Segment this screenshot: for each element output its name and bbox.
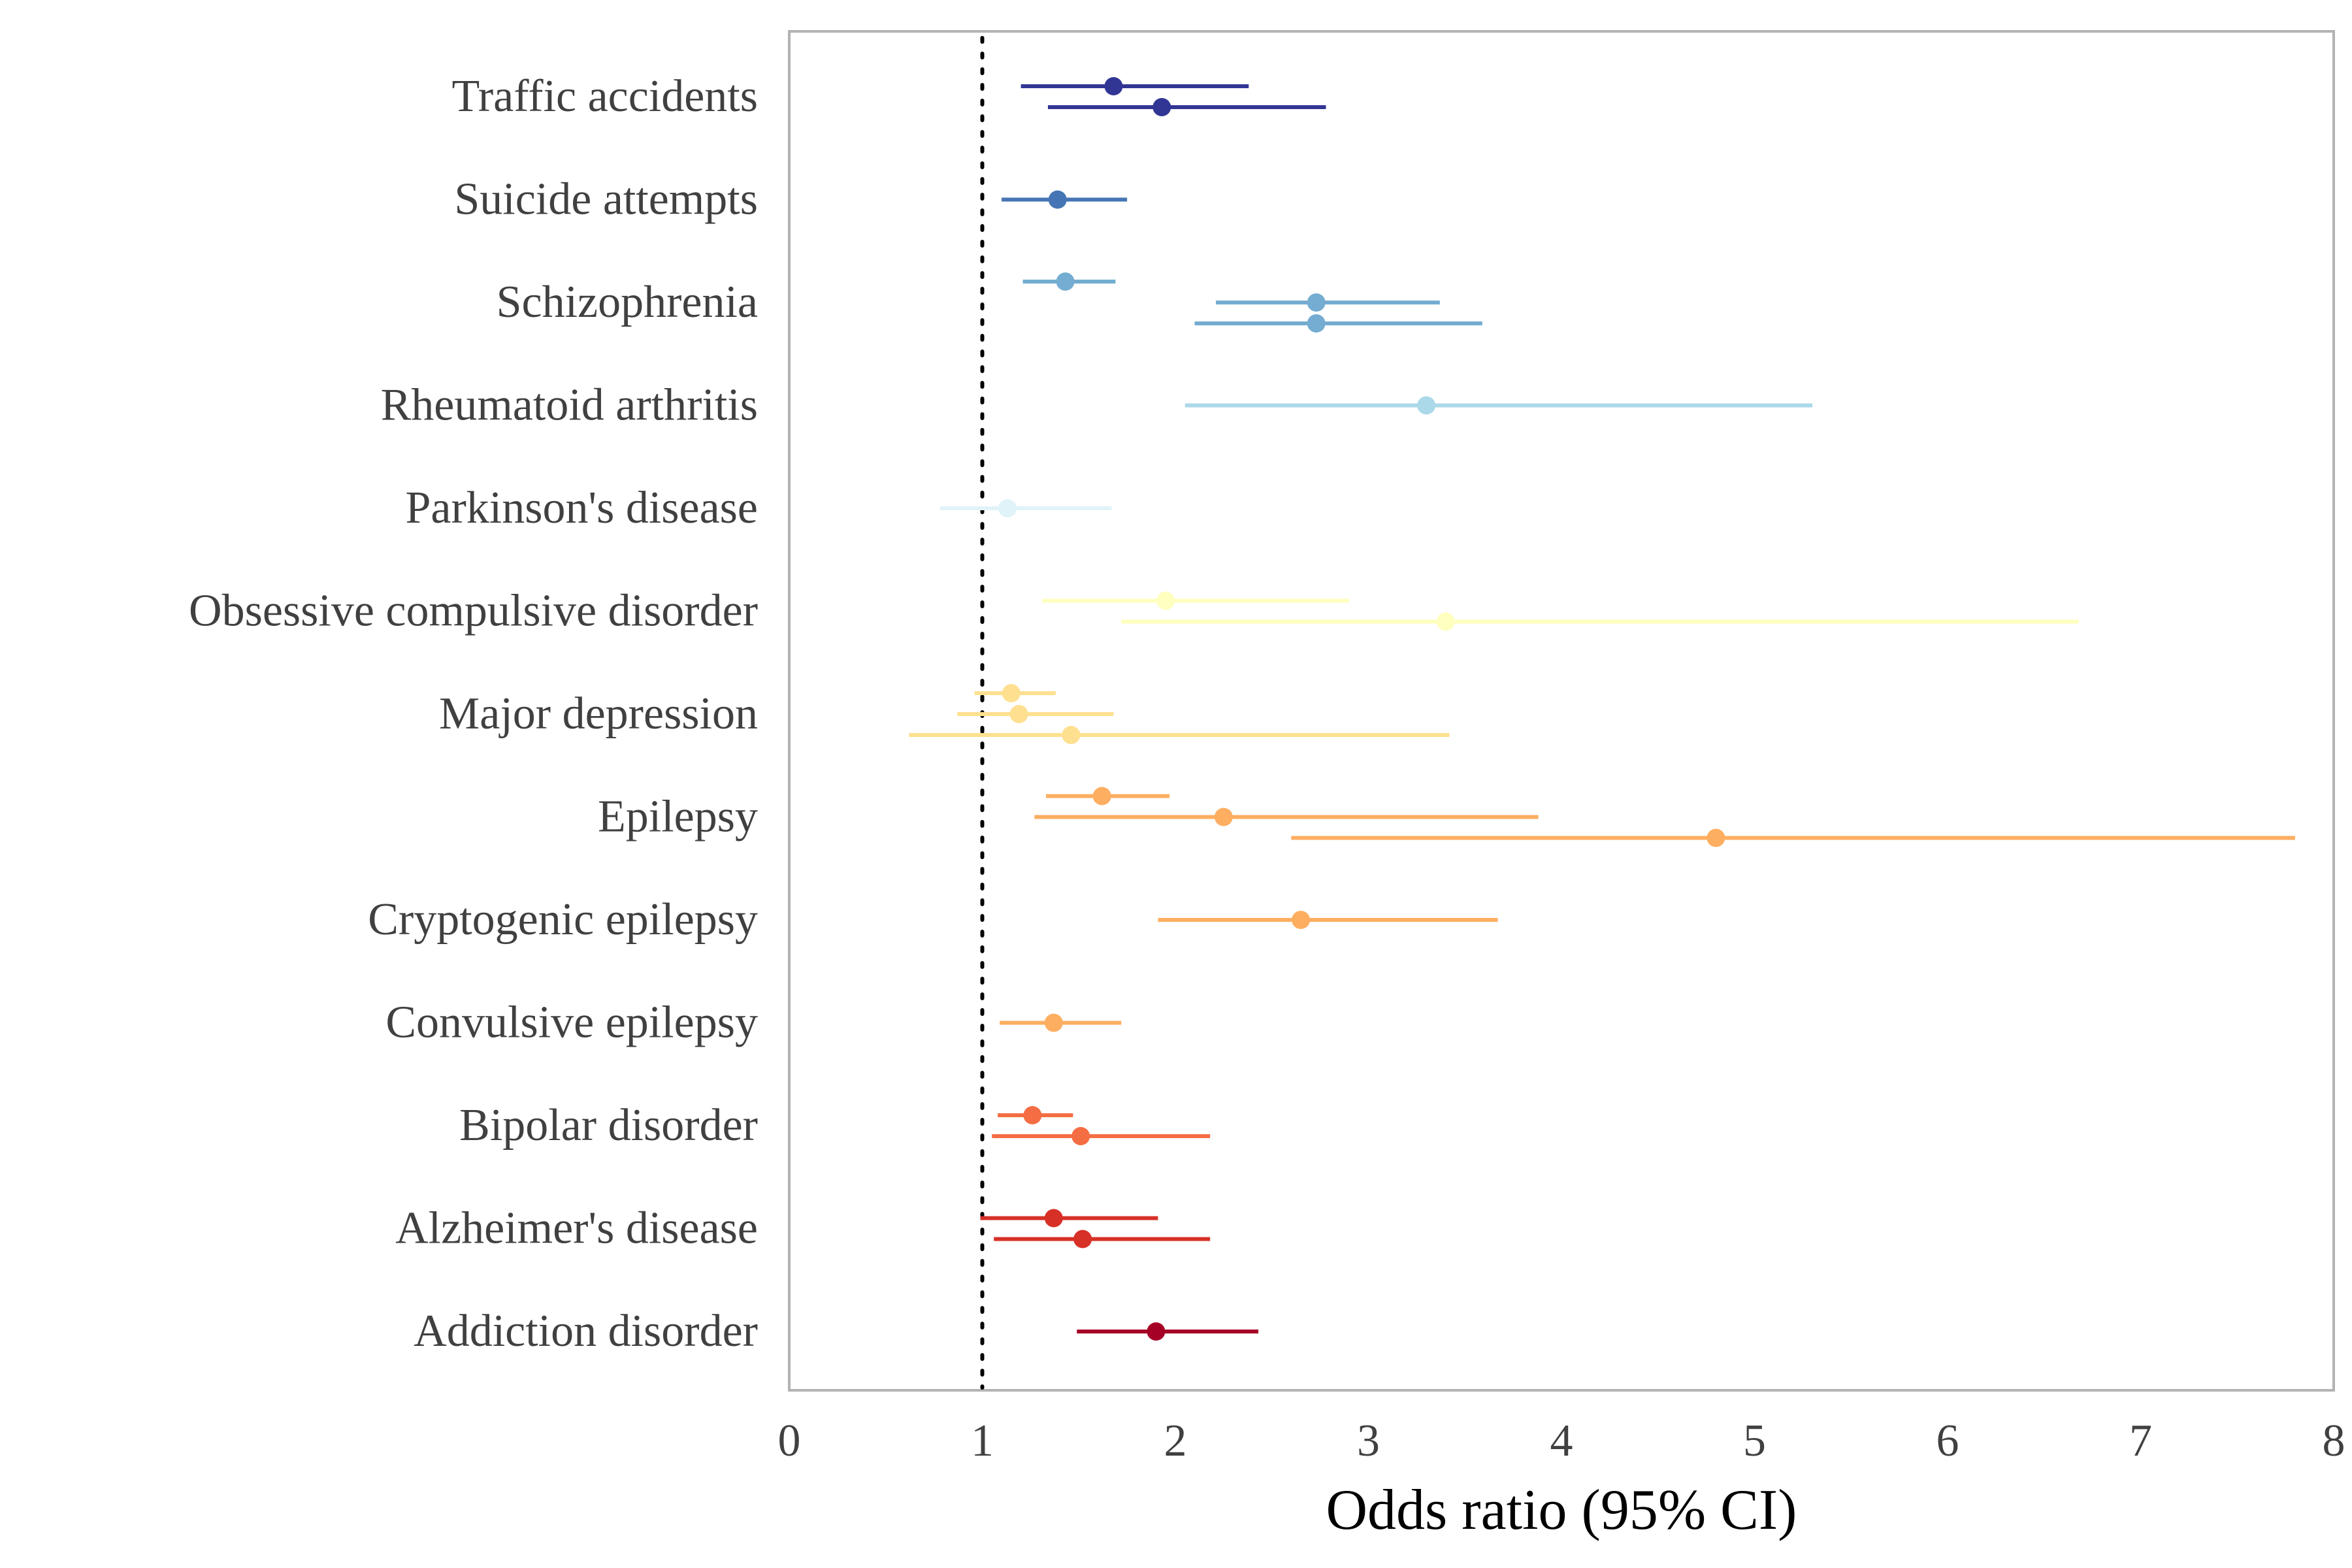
category-label: Suicide attempts — [454, 174, 758, 225]
estimate-point — [1707, 828, 1725, 847]
category-label: Schizophrenia — [497, 277, 758, 327]
x-tick-label: 7 — [2129, 1416, 2152, 1466]
x-tick-label: 2 — [1164, 1416, 1187, 1466]
estimate-point — [1071, 1127, 1090, 1145]
estimate-point — [1104, 77, 1123, 95]
category-labels: Traffic accidents Suicide attempts Schizop… — [189, 71, 758, 1356]
category-label: Traffic accidents — [452, 71, 758, 122]
category-label: Addiction disorder — [414, 1306, 758, 1356]
category-label: Cryptogenic epilepsy — [368, 894, 758, 945]
x-tick-label: 4 — [1550, 1416, 1573, 1466]
estimate-point — [1092, 787, 1111, 806]
x-axis-title: Odds ratio (95% CI) — [1326, 1478, 1797, 1542]
estimate-point — [1307, 314, 1326, 333]
estimate-point — [1214, 808, 1233, 826]
category-label: Bipolar disorder — [459, 1100, 758, 1151]
estimate-point — [1044, 1209, 1063, 1228]
estimate-point — [1073, 1230, 1092, 1249]
x-tick-label: 3 — [1357, 1416, 1380, 1466]
x-tick-label: 6 — [1936, 1416, 1959, 1466]
x-axis-ticks: 0 1 2 3 4 5 6 7 8 — [778, 1416, 2345, 1466]
estimate-point — [1152, 98, 1171, 116]
x-tick-label: 1 — [971, 1416, 994, 1466]
category-label: Convulsive epilepsy — [385, 998, 758, 1048]
estimate-point — [1436, 612, 1455, 631]
category-label: Epilepsy — [598, 792, 758, 842]
category-label: Alzheimer's disease — [395, 1203, 758, 1254]
estimate-point — [1292, 911, 1311, 929]
plot-panel — [788, 30, 2335, 1392]
estimate-point — [1307, 293, 1326, 312]
estimate-point — [1417, 396, 1436, 415]
estimate-point — [1062, 726, 1081, 744]
estimate-point — [998, 499, 1017, 517]
estimate-point — [1056, 272, 1075, 291]
estimate-point — [1156, 591, 1175, 610]
estimate-point — [1002, 684, 1021, 702]
estimate-point — [1009, 705, 1028, 723]
x-tick-label: 8 — [2323, 1416, 2345, 1466]
estimate-point — [1023, 1106, 1042, 1124]
estimate-point — [1044, 1013, 1063, 1032]
estimate-point — [1048, 190, 1067, 209]
estimate-marks — [909, 77, 2295, 1341]
estimate-point — [1147, 1322, 1166, 1341]
x-tick-label: 0 — [778, 1416, 801, 1466]
category-label: Major depression — [439, 689, 758, 739]
category-label: Rheumatoid arthritis — [381, 380, 758, 431]
category-label: Obsessive compulsive disorder — [189, 586, 758, 636]
category-label: Parkinson's disease — [406, 483, 759, 533]
x-tick-label: 5 — [1743, 1416, 1766, 1466]
